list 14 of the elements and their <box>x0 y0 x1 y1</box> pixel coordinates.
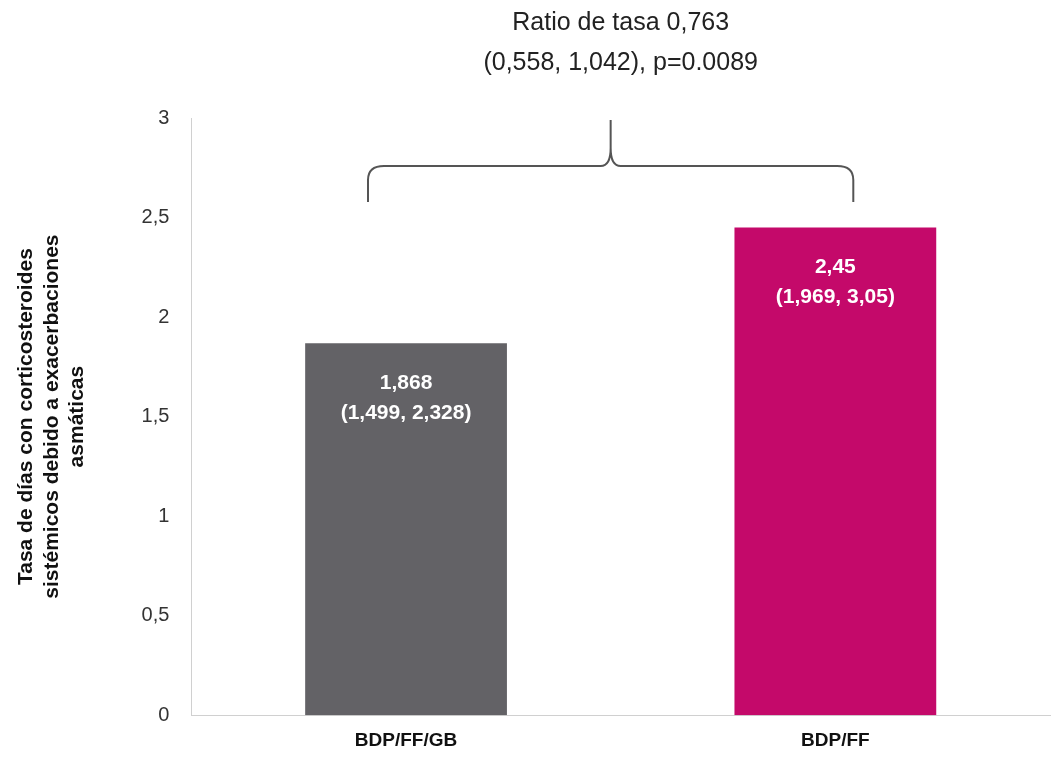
data-label: 2,45 (1,969, 3,05) <box>775 254 895 308</box>
x-tick-label: BDP/FF <box>801 728 870 750</box>
data-label: 1,868 (1,499, 2,328) <box>340 370 472 424</box>
y-tick-label: 0,5 <box>141 603 170 626</box>
y-tick-label: 2 <box>158 304 170 327</box>
y-tick-label: 3 <box>158 105 170 128</box>
y-tick-label: 2,5 <box>141 205 170 228</box>
y-tick-label: 0 <box>158 702 170 725</box>
y-axis-title: Tasa de días con corticosteroides sistémicos debido a exacerbaciones asmáticas <box>13 234 87 599</box>
y-tick-label: 1,5 <box>141 404 170 427</box>
x-tick-label: BDP/FF/GB <box>354 728 458 750</box>
text: Ratio de tasa 0,763 <box>512 7 730 35</box>
y-tick-label: 1 <box>158 503 170 526</box>
text: (0,558, 1,042), p=0.0089 <box>483 47 758 75</box>
